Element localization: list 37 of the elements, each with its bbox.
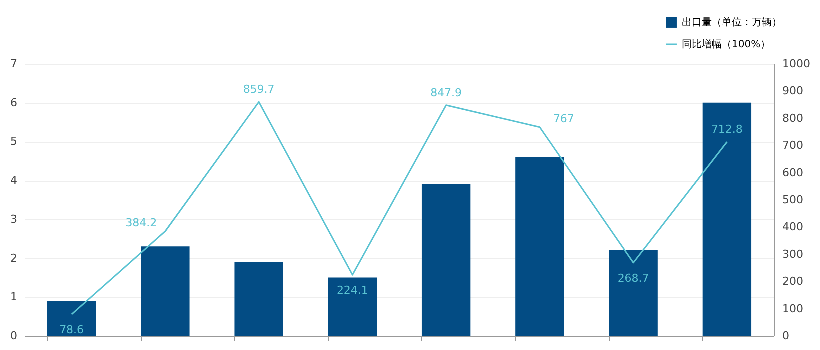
bar <box>141 246 190 336</box>
legend-label: 出口量（单位：万辆） <box>682 16 782 28</box>
y2-tick-label: 700 <box>782 139 804 152</box>
y-tick-label: 4 <box>10 174 18 188</box>
data-label: 384.2 <box>126 216 158 230</box>
y2-tick-label: 500 <box>782 194 804 206</box>
y2-tick-label: 600 <box>782 166 804 180</box>
y2-tick-label: 200 <box>782 275 804 288</box>
data-label: 224.1 <box>336 284 368 298</box>
y2-tick-label: 100 <box>782 302 804 316</box>
bar <box>47 301 96 336</box>
data-label: 268.7 <box>618 272 650 285</box>
y-tick-label: 1 <box>10 290 18 304</box>
bar <box>609 250 658 336</box>
bar <box>422 184 471 336</box>
bar <box>234 262 284 336</box>
y-tick-label: 0 <box>10 330 18 342</box>
y2-tick-label: 400 <box>782 220 804 234</box>
y-tick-label: 2 <box>10 252 18 265</box>
data-label: 767 <box>553 112 574 126</box>
data-label: 847.9 <box>430 86 462 100</box>
y-tick-label: 7 <box>10 58 18 70</box>
legend-label: 同比增幅（100%） <box>682 38 771 50</box>
y2-tick-label: 800 <box>782 112 804 125</box>
y-tick-label: 6 <box>10 96 18 110</box>
data-label: 859.7 <box>243 83 275 96</box>
data-label: 78.6 <box>60 324 84 337</box>
y-tick-label: 5 <box>10 135 18 148</box>
y2-tick-label: 300 <box>782 248 804 261</box>
y-tick-label: 3 <box>10 212 18 226</box>
bar <box>328 278 378 336</box>
bar <box>702 102 752 336</box>
y2-tick-label: 0 <box>782 330 790 342</box>
y2-tick-label: 900 <box>782 84 804 98</box>
data-label: 712.8 <box>711 123 743 136</box>
bar <box>516 157 564 336</box>
y2-tick-label: 1000 <box>782 58 810 70</box>
